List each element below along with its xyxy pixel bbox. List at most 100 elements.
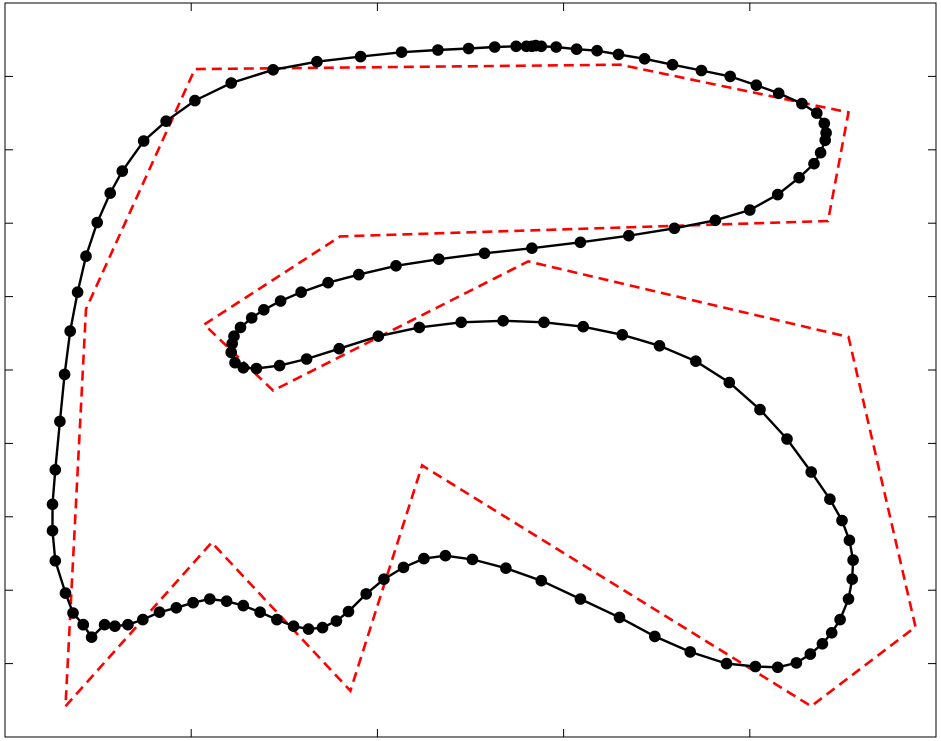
curve-point (258, 304, 270, 316)
curve-point (754, 403, 766, 416)
curve-point (225, 77, 237, 89)
curve-point (160, 115, 172, 127)
curve-point (250, 362, 263, 375)
curve-point (333, 342, 346, 355)
curve-samples (46, 39, 859, 674)
curve-point (834, 613, 846, 626)
curve-point (649, 630, 661, 643)
curve-point (695, 64, 708, 77)
curve-point (808, 157, 820, 170)
curve-point (613, 611, 626, 624)
curve-point (666, 58, 679, 71)
curve-point (46, 524, 59, 537)
curve-point (591, 44, 603, 57)
curve-point (245, 312, 258, 324)
curve-point (273, 359, 286, 372)
curve-point (811, 107, 823, 119)
control-polygon (64, 63, 917, 708)
curve-point (98, 618, 111, 631)
curve-point (229, 356, 241, 369)
curve-point (316, 621, 329, 634)
curve-point (418, 552, 430, 565)
curve-point (720, 657, 733, 670)
curve-point (574, 236, 587, 249)
curve-point (302, 623, 315, 635)
curve-point (49, 555, 62, 567)
curve-point (228, 330, 240, 343)
curve-point (189, 94, 201, 107)
curve-point (500, 562, 512, 574)
curve-point (805, 466, 817, 478)
curve-point (616, 329, 629, 341)
curve-point (842, 593, 855, 605)
curve-point (390, 260, 402, 272)
curve-point (570, 43, 583, 55)
curve-point (395, 46, 408, 58)
curve-point (295, 286, 307, 299)
curve-point (825, 627, 838, 639)
curve-point (535, 574, 548, 587)
curve-point (58, 368, 71, 381)
curve-point (623, 229, 635, 242)
curve-point (478, 247, 491, 260)
curve-point (709, 214, 722, 227)
curve-point (85, 631, 98, 643)
curve-point (330, 615, 343, 627)
curve-point (488, 41, 501, 53)
curve-point (170, 602, 183, 614)
curve-point (237, 599, 250, 612)
curve-point (71, 286, 84, 299)
control-polygon-line (64, 63, 917, 708)
curve-point (820, 127, 832, 139)
curve-point (612, 48, 625, 61)
curve-point (433, 253, 445, 265)
curve-point (225, 346, 237, 359)
curve-point (378, 573, 390, 585)
curve-point (322, 276, 334, 289)
curve-point (372, 330, 385, 343)
curve-point (653, 340, 666, 352)
curve-point (724, 70, 736, 83)
curve-point (510, 40, 522, 53)
curve-point (80, 250, 92, 262)
curve-point (816, 638, 829, 650)
plot-frame (4, 2, 937, 738)
curve-point (353, 268, 365, 281)
curve-point (432, 44, 444, 56)
curve-point (137, 613, 149, 626)
curve-point (749, 660, 762, 673)
curve-point (267, 64, 279, 76)
curve-point (67, 607, 79, 619)
curve-point (750, 79, 763, 91)
curve-point (744, 204, 756, 216)
curve-point (814, 146, 827, 159)
curve-point (64, 325, 76, 337)
curve-point (846, 573, 858, 585)
curve-point (462, 42, 475, 55)
curve-point (220, 595, 233, 607)
curve-point (237, 362, 250, 374)
curve-point (577, 320, 589, 333)
curve-point (804, 648, 817, 660)
curve-point (234, 321, 247, 334)
curve-point (836, 514, 848, 527)
curve-point (466, 553, 479, 566)
curve-point (574, 593, 587, 605)
curve-point (847, 554, 859, 566)
curve-point (497, 315, 509, 327)
curve-point (520, 40, 533, 53)
curve-point (439, 549, 452, 562)
curve-point (723, 376, 736, 389)
curve-point (187, 596, 199, 609)
curve-point (311, 55, 323, 68)
curve-point (274, 295, 287, 307)
curve-point (668, 222, 681, 235)
curve-point (638, 53, 651, 65)
curve-point (771, 661, 784, 674)
curve-point (550, 41, 562, 53)
curve-point (354, 50, 367, 63)
curve-point (254, 606, 266, 618)
curve-point (690, 355, 702, 368)
curve-point (59, 587, 72, 599)
